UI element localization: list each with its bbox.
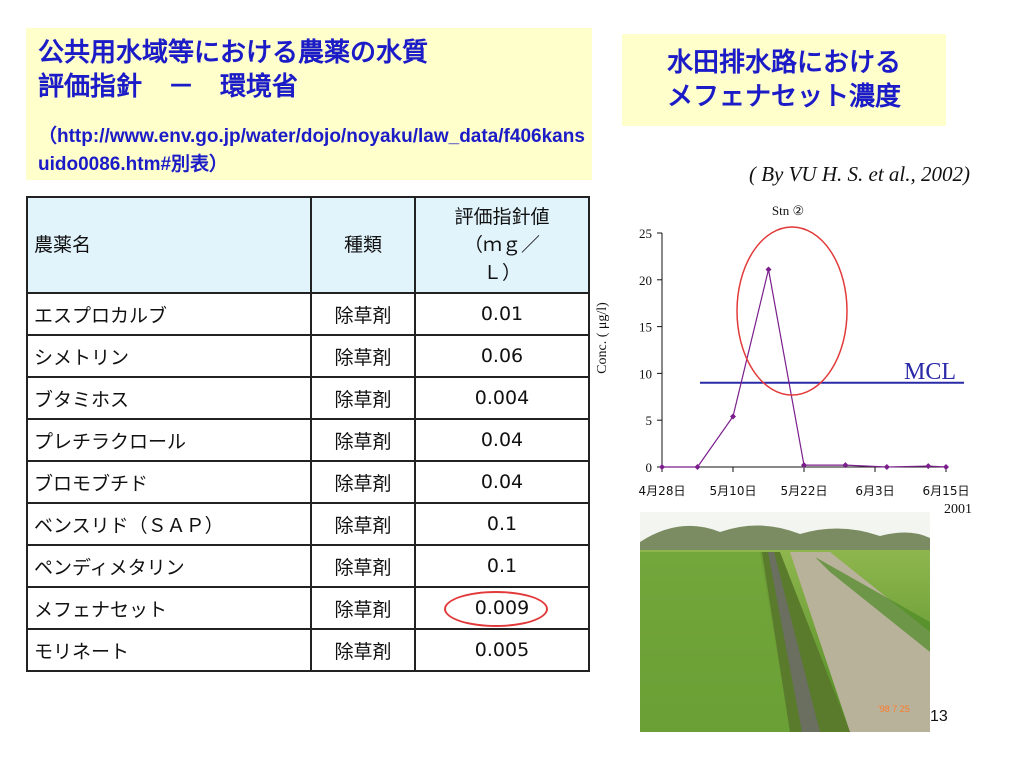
- left-title-line2: 評価指針 － 環境省: [38, 72, 299, 102]
- left-title: 公共用水域等における農薬の水質 評価指針 － 環境省: [38, 36, 583, 104]
- y-tick-label: 0: [646, 460, 653, 475]
- table-row: シメトリン 除草剤 0.06: [26, 334, 590, 378]
- page-number: 13: [930, 708, 948, 725]
- table-row: ブロモブチド 除草剤 0.04: [26, 460, 590, 504]
- y-tick-label: 5: [646, 413, 653, 428]
- data-point: [694, 464, 701, 470]
- header-guideline-value: 評価指針値 （ｍｇ／ Ｌ）: [414, 196, 590, 294]
- cell-value-highlighted: 0.009: [414, 586, 590, 630]
- x-tick-label: 6月3日: [855, 484, 894, 498]
- cell-value: 0.005: [414, 628, 590, 672]
- cell-kind: 除草剤: [310, 460, 416, 504]
- data-point: [765, 266, 772, 273]
- table-row: モリネート 除草剤 0.005: [26, 628, 590, 672]
- cell-kind: 除草剤: [310, 586, 416, 630]
- data-point: [925, 463, 932, 470]
- data-point: [842, 462, 849, 469]
- cell-value: 0.01: [414, 292, 590, 336]
- chart-series: [659, 266, 949, 470]
- chart-title: Stn ②: [772, 203, 804, 218]
- left-title-line1: 公共用水域等における農薬の水質: [38, 38, 429, 68]
- left-title-box: 公共用水域等における農薬の水質 評価指針 － 環境省 （http://www.e…: [26, 28, 592, 180]
- table-row: ペンディメタリン 除草剤 0.1: [26, 544, 590, 588]
- mcl-label: MCL: [904, 359, 956, 385]
- cell-name: メフェナセット: [26, 586, 312, 630]
- concentration-chart: Stn ② Conc. ( μg/l) 0 5 10 15 20 25 4月28日 5月10日…: [595, 203, 972, 517]
- cell-kind: 除草剤: [310, 628, 416, 672]
- x-tick-label: 4月28日: [639, 484, 686, 498]
- header-value-line1: 評価指針値: [454, 206, 550, 228]
- cell-value: 0.04: [414, 460, 590, 504]
- header-value-line2: （ｍｇ／: [463, 234, 540, 256]
- highlight-circle: [444, 591, 548, 627]
- cell-value: 0.1: [414, 502, 590, 546]
- cell-value: 0.1: [414, 544, 590, 588]
- cell-kind: 除草剤: [310, 502, 416, 546]
- y-tick-label: 10: [639, 366, 652, 381]
- data-point: [943, 464, 949, 470]
- cell-kind: 除草剤: [310, 292, 416, 336]
- x-tick-label: 5月10日: [710, 484, 757, 498]
- data-point: [883, 464, 890, 470]
- right-title-box: 水田排水路における メフェナセット濃度: [622, 34, 946, 126]
- cell-name: ペンディメタリン: [26, 544, 312, 588]
- cell-kind: 除草剤: [310, 334, 416, 378]
- right-title-line1: 水田排水路における: [666, 48, 901, 78]
- mcl-reference: MCL: [700, 359, 964, 385]
- header-value-line3: Ｌ）: [482, 262, 521, 284]
- table-row: エスプロカルブ 除草剤 0.01: [26, 292, 590, 336]
- header-pesticide-name: 農薬名: [26, 196, 312, 294]
- drainage-canal-photo: '98 7 25: [640, 512, 930, 732]
- svg-text:'98 7 25: '98 7 25: [878, 704, 910, 714]
- citation: ( By VU H. S. et al., 2002): [748, 162, 970, 186]
- right-title-line2: メフェナセット濃度: [666, 82, 901, 112]
- cell-name: エスプロカルブ: [26, 292, 312, 336]
- cell-name: モリネート: [26, 628, 312, 672]
- cell-value: 0.04: [414, 418, 590, 462]
- x-tick-label: 6月15日: [923, 484, 970, 498]
- cell-name: シメトリン: [26, 334, 312, 378]
- cell-name: ブタミホス: [26, 376, 312, 420]
- table-row-highlighted: メフェナセット 除草剤 0.009: [26, 586, 590, 630]
- chart-axes: 0 5 10 15 20 25 4月28日 5月10日 5月22日 6月3日 6月15日: [639, 226, 970, 498]
- data-point: [659, 464, 665, 470]
- table-row: プレチラクロール 除草剤 0.04: [26, 418, 590, 462]
- table-row: ベンスリド（ＳＡＰ） 除草剤 0.1: [26, 502, 590, 546]
- cell-name: ブロモブチド: [26, 460, 312, 504]
- cell-name: プレチラクロール: [26, 418, 312, 462]
- cell-value: 0.06: [414, 334, 590, 378]
- cell-value: 0.004: [414, 376, 590, 420]
- x-tick-label: 5月22日: [781, 484, 828, 498]
- cell-kind: 除草剤: [310, 418, 416, 462]
- source-url[interactable]: （http://www.env.go.jp/water/dojo/noyaku/…: [38, 126, 585, 175]
- y-tick-label: 25: [639, 226, 652, 241]
- data-point: [730, 413, 736, 420]
- data-point: [801, 462, 807, 469]
- table-row: ブタミホス 除草剤 0.004: [26, 376, 590, 420]
- table-header-row: 農薬名 種類 評価指針値 （ｍｇ／ Ｌ）: [26, 196, 590, 294]
- peak-highlight-circle: [736, 226, 848, 396]
- cell-kind: 除草剤: [310, 544, 416, 588]
- x-axis-year: 2001: [944, 502, 972, 517]
- cell-name: ベンスリド（ＳＡＰ）: [26, 502, 312, 546]
- y-axis-label: Conc. ( μg/l): [595, 302, 610, 374]
- cell-kind: 除草剤: [310, 376, 416, 420]
- pesticide-table: 農薬名 種類 評価指針値 （ｍｇ／ Ｌ） エスプロカルブ 除草剤 0.01 シメ…: [26, 196, 590, 672]
- y-tick-label: 20: [639, 273, 652, 288]
- header-kind: 種類: [310, 196, 416, 294]
- y-tick-label: 15: [639, 320, 652, 335]
